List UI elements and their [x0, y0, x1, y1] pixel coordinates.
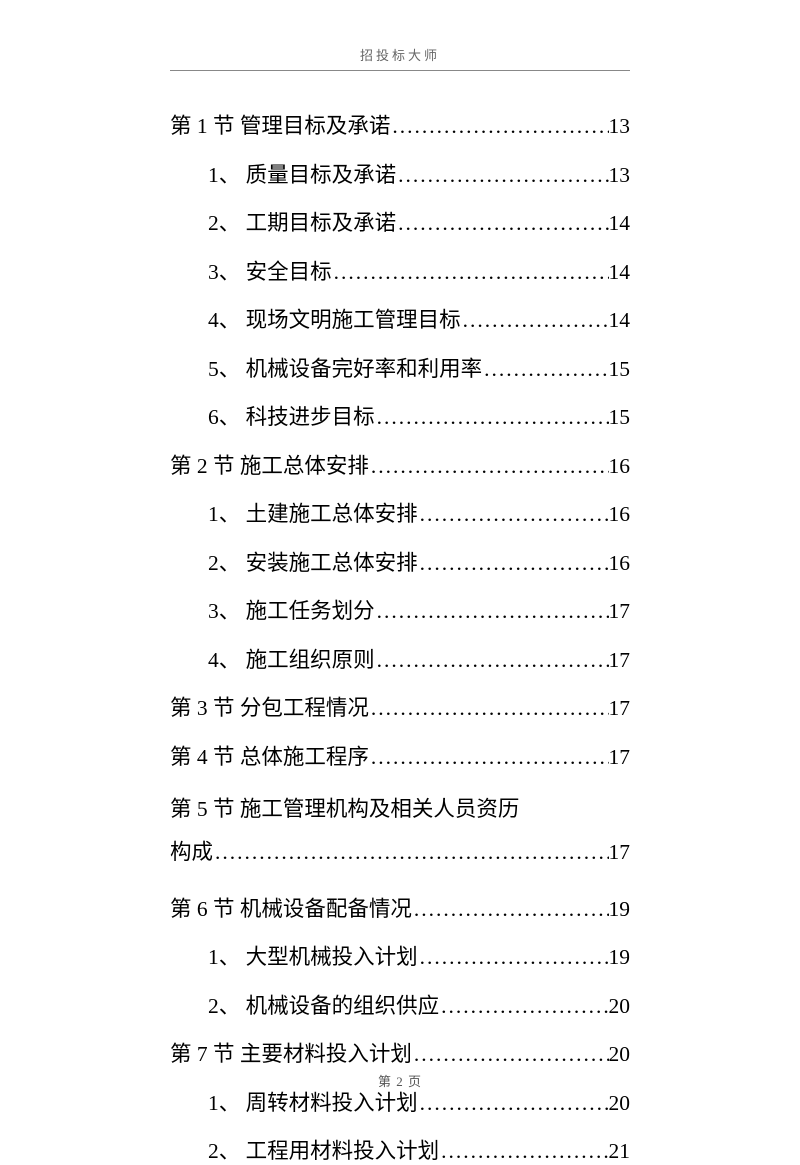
- page-header: 招投标大师: [170, 45, 630, 71]
- toc-leader-dots: ........................................…: [332, 260, 609, 285]
- toc-leader-dots: ........................................…: [418, 551, 609, 576]
- toc-entry-label: 2、 安装施工总体安排: [208, 546, 418, 577]
- header-title: 招投标大师: [360, 48, 440, 63]
- toc-entry-label: 2、 工期目标及承诺: [208, 206, 396, 237]
- toc-entry-page: 15: [609, 405, 631, 430]
- toc-entry: 4、 现场文明施工管理目标...........................…: [170, 303, 630, 334]
- footer-page-number: 第 2 页: [378, 1074, 422, 1089]
- toc-entry-page: 15: [609, 357, 631, 382]
- toc-entry-label: 第 3 节 分包工程情况: [170, 691, 369, 722]
- toc-entry: 1、 土建施工总体安排.............................…: [170, 497, 630, 528]
- toc-entry-label: 1、 周转材料投入计划: [208, 1086, 418, 1117]
- toc-entry-label: 2、 工程用材料投入计划: [208, 1134, 439, 1165]
- toc-entry: 第 4 节 总体施工程序............................…: [170, 740, 630, 771]
- toc-entry-label-cont: 构成: [170, 831, 213, 874]
- toc-entry-label: 第 7 节 主要材料投入计划: [170, 1037, 412, 1068]
- toc-entry: 2、 工程用材料投入计划............................…: [170, 1134, 630, 1165]
- toc-entry-label: 第 2 节 施工总体安排: [170, 449, 369, 480]
- toc-entry: 第 7 节 主要材料投入计划..........................…: [170, 1037, 630, 1068]
- toc-entry-page: 14: [609, 308, 631, 333]
- toc-entry-page: 20: [609, 1042, 631, 1067]
- toc-leader-dots: ........................................…: [396, 163, 608, 188]
- toc-leader-dots: ........................................…: [439, 1139, 608, 1164]
- toc-entry-continuation: 构成......................................…: [170, 831, 630, 874]
- toc-leader-dots: ........................................…: [418, 1091, 609, 1116]
- toc-entry-page: 17: [609, 648, 631, 673]
- toc-entry: 3、 施工任务划分...............................…: [170, 594, 630, 625]
- toc-entry: 第 2 节 施工总体安排............................…: [170, 449, 630, 480]
- toc-entry-page: 20: [609, 994, 631, 1019]
- toc-entry-page: 19: [609, 897, 631, 922]
- toc-leader-dots: ........................................…: [412, 1042, 609, 1067]
- toc-entry: 2、 机械设备的组织供应............................…: [170, 989, 630, 1020]
- toc-entry-label: 3、 安全目标: [208, 255, 332, 286]
- toc-entry: 1、 质量目标及承诺..............................…: [170, 158, 630, 189]
- toc-leader-dots: ........................................…: [461, 308, 609, 333]
- toc-leader-dots: ........................................…: [439, 994, 608, 1019]
- toc-entry-page: 13: [609, 114, 631, 139]
- toc-entry: 1、 大型机械投入计划.............................…: [170, 940, 630, 971]
- toc-entry-label: 第 5 节 施工管理机构及相关人员资历: [170, 788, 630, 831]
- toc-entry: 第 5 节 施工管理机构及相关人员资历构成...................…: [170, 788, 630, 874]
- toc-entry-label: 第 6 节 机械设备配备情况: [170, 892, 412, 923]
- toc-entry-page: 16: [609, 551, 631, 576]
- toc-entry-label: 4、 现场文明施工管理目标: [208, 303, 461, 334]
- toc-leader-dots: ........................................…: [369, 454, 609, 479]
- toc-entry-label: 5、 机械设备完好率和利用率: [208, 352, 482, 383]
- toc-entry: 第 3 节 分包工程情况............................…: [170, 691, 630, 722]
- toc-leader-dots: ........................................…: [375, 599, 609, 624]
- toc-entry-label: 4、 施工组织原则: [208, 643, 375, 674]
- toc-entry: 5、 机械设备完好率和利用率..........................…: [170, 352, 630, 383]
- toc-entry-page: 14: [609, 260, 631, 285]
- toc-entry-label: 1、 土建施工总体安排: [208, 497, 418, 528]
- toc-leader-dots: ........................................…: [369, 745, 609, 770]
- toc-leader-dots: ........................................…: [418, 502, 609, 527]
- toc-entry-label: 6、 科技进步目标: [208, 400, 375, 431]
- toc-entry-label: 第 4 节 总体施工程序: [170, 740, 369, 771]
- toc-entry-label: 2、 机械设备的组织供应: [208, 989, 439, 1020]
- toc-entry-page: 16: [609, 502, 631, 527]
- toc-entry-page: 14: [609, 211, 631, 236]
- toc-entry-page: 19: [609, 945, 631, 970]
- toc-entry: 2、 工期目标及承诺..............................…: [170, 206, 630, 237]
- page-footer: 第 2 页: [0, 1071, 800, 1090]
- toc-entry-page: 17: [609, 696, 631, 721]
- toc-leader-dots: ........................................…: [418, 945, 609, 970]
- toc-entry-label: 3、 施工任务划分: [208, 594, 375, 625]
- toc-leader-dots: ........................................…: [396, 211, 608, 236]
- toc-entry-label: 第 1 节 管理目标及承诺: [170, 109, 390, 140]
- toc-entry-page: 16: [609, 454, 631, 479]
- toc-entry-page: 17: [609, 831, 631, 874]
- toc-entry: 3、 安全目标.................................…: [170, 255, 630, 286]
- toc-leader-dots: ........................................…: [375, 405, 609, 430]
- toc-entry: 6、 科技进步目标...............................…: [170, 400, 630, 431]
- toc-leader-dots: ........................................…: [375, 648, 609, 673]
- page-container: 招投标大师 第 1 节 管理目标及承诺.....................…: [0, 0, 800, 1132]
- toc-entry-page: 17: [609, 745, 631, 770]
- toc-entry-page: 20: [609, 1091, 631, 1116]
- toc-entry-page: 17: [609, 599, 631, 624]
- table-of-contents: 第 1 节 管理目标及承诺...........................…: [170, 109, 630, 1165]
- toc-entry: 第 6 节 机械设备配备情况..........................…: [170, 892, 630, 923]
- toc-entry: 4、 施工组织原则...............................…: [170, 643, 630, 674]
- toc-entry: 1、 周转材料投入计划.............................…: [170, 1086, 630, 1117]
- toc-entry: 第 1 节 管理目标及承诺...........................…: [170, 109, 630, 140]
- toc-leader-dots: ........................................…: [390, 114, 608, 139]
- toc-leader-dots: ........................................…: [213, 831, 608, 874]
- toc-entry: 2、 安装施工总体安排.............................…: [170, 546, 630, 577]
- toc-entry-page: 21: [609, 1139, 631, 1164]
- toc-entry-label: 1、 大型机械投入计划: [208, 940, 418, 971]
- toc-leader-dots: ........................................…: [412, 897, 609, 922]
- toc-leader-dots: ........................................…: [369, 696, 609, 721]
- toc-leader-dots: ........................................…: [482, 357, 608, 382]
- toc-entry-page: 13: [609, 163, 631, 188]
- toc-entry-label: 1、 质量目标及承诺: [208, 158, 396, 189]
